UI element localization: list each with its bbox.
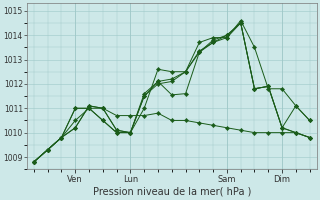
X-axis label: Pression niveau de la mer( hPa ): Pression niveau de la mer( hPa ) [92,187,251,197]
